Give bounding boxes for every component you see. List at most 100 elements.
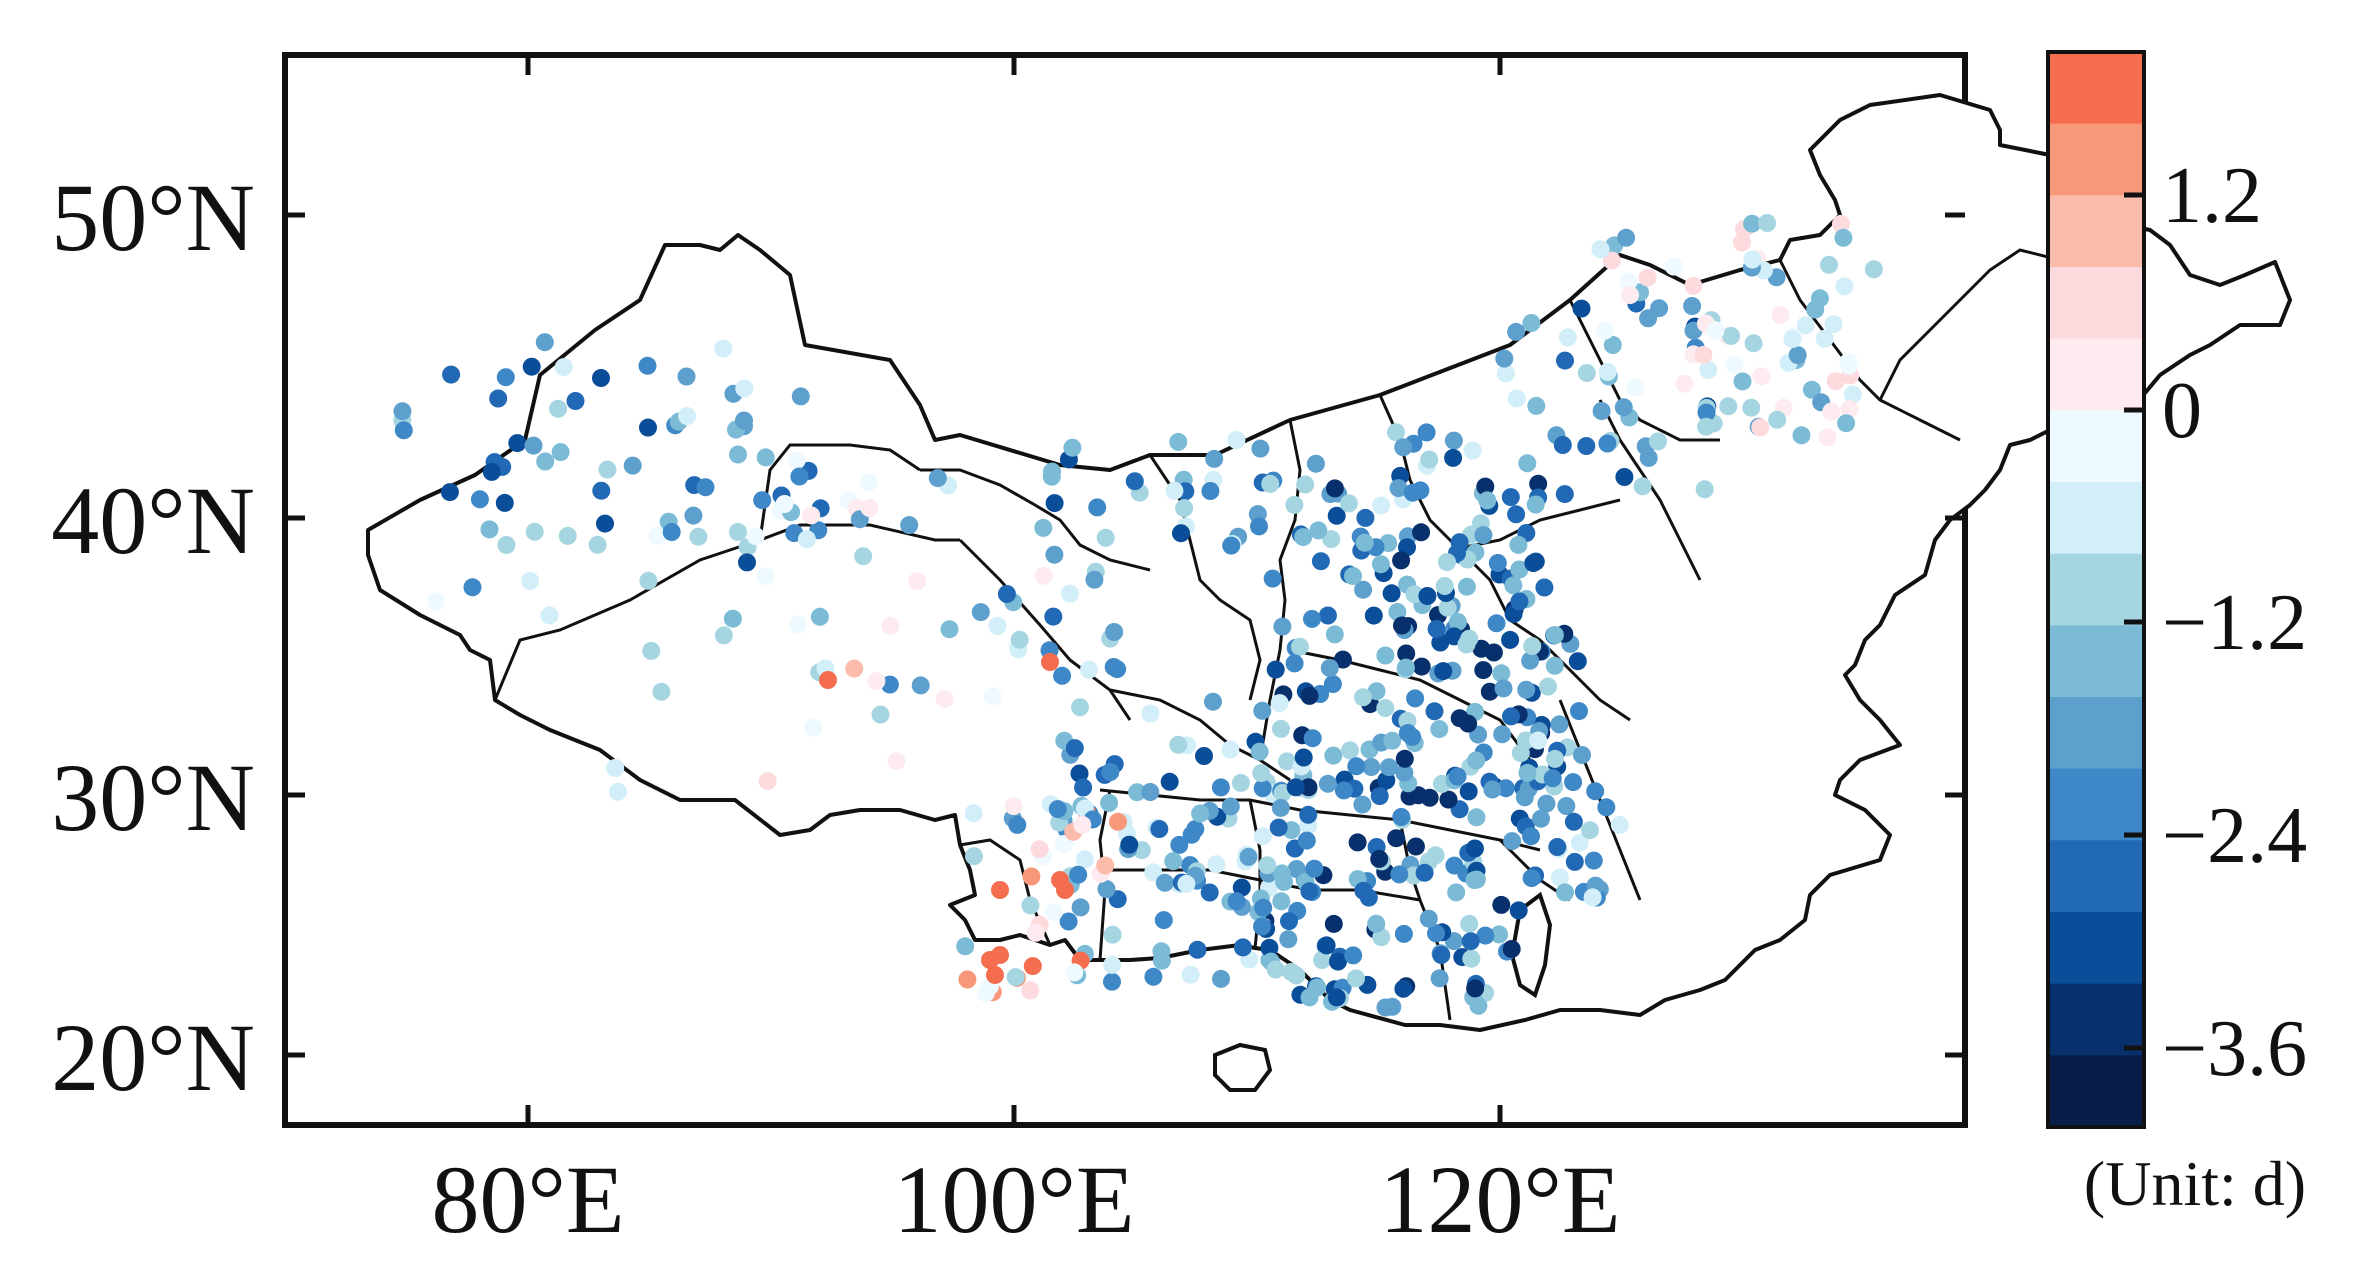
station-point: [1008, 815, 1027, 834]
station-point: [1840, 399, 1859, 418]
station-point: [1592, 402, 1611, 420]
station-point: [1344, 567, 1362, 586]
station-point: [1227, 892, 1246, 911]
station-point: [735, 379, 754, 398]
station-point: [1103, 955, 1122, 974]
station-point: [986, 966, 1004, 984]
station-point: [1448, 613, 1467, 631]
station-point: [1733, 372, 1752, 391]
station-point: [1564, 812, 1583, 831]
station-point: [1469, 996, 1488, 1015]
station-point: [1339, 494, 1358, 513]
station-point: [684, 506, 703, 525]
station-point: [536, 452, 555, 471]
station-point: [1100, 793, 1119, 812]
station-point: [958, 970, 977, 989]
station-point: [1376, 646, 1395, 665]
station-point: [1085, 570, 1104, 589]
station-point: [696, 478, 715, 497]
station-point: [729, 445, 747, 464]
station-point: [592, 369, 610, 387]
station-point: [753, 491, 772, 510]
station-point: [1438, 598, 1457, 617]
station-point: [1150, 820, 1169, 838]
station-point: [1101, 763, 1120, 781]
colorbar-label-neg3.6: −3.6: [2162, 1005, 2307, 1093]
station-point: [1022, 867, 1041, 886]
station-point: [789, 615, 808, 634]
station-point: [1529, 731, 1548, 750]
station-point: [1273, 617, 1292, 636]
station-point: [1598, 362, 1617, 381]
station-point: [1445, 856, 1464, 875]
station-point: [1396, 658, 1415, 677]
station-point: [1457, 577, 1476, 596]
station-point: [1325, 625, 1344, 644]
station-point: [1354, 580, 1373, 599]
station-point: [1694, 345, 1713, 364]
colorbar-label-1.2: 1.2: [2162, 152, 2262, 240]
station-point: [1263, 569, 1282, 588]
station-point: [1502, 707, 1520, 726]
station-point: [1496, 779, 1515, 798]
station-point: [1353, 795, 1372, 814]
station-point: [1327, 506, 1346, 525]
station-point: [1792, 426, 1811, 445]
colorbar: [2048, 52, 2144, 1128]
station-point: [723, 609, 742, 628]
colorbar-segment: [2048, 267, 2144, 340]
station-point: [1824, 315, 1843, 334]
station-point: [1415, 863, 1434, 882]
station-point: [1695, 480, 1714, 499]
y-tick-label-30: 30°N: [51, 744, 255, 851]
station-point: [558, 526, 577, 545]
station-point: [1480, 682, 1499, 701]
station-point: [1595, 321, 1614, 340]
station-point: [1282, 963, 1301, 981]
taiwan-outline: [1509, 891, 1553, 999]
station-point: [596, 514, 614, 533]
station-point: [1439, 790, 1458, 809]
station-point: [1465, 839, 1484, 858]
station-point: [1261, 474, 1280, 493]
station-point: [522, 357, 541, 376]
station-point: [928, 469, 947, 488]
station-point: [1334, 781, 1353, 800]
station-point: [1550, 715, 1569, 734]
station-point: [1395, 763, 1414, 782]
station-point: [935, 690, 954, 708]
station-point: [997, 585, 1016, 603]
station-point: [1626, 378, 1645, 397]
station-point: [1603, 336, 1622, 354]
station-point: [1286, 778, 1305, 797]
station-point: [1308, 978, 1327, 997]
station-point: [1044, 607, 1063, 626]
station-point: [1109, 812, 1127, 831]
station-point: [797, 530, 816, 549]
station-point: [1543, 769, 1562, 788]
station-point: [775, 495, 794, 513]
station-point: [956, 937, 975, 956]
station-point: [1526, 495, 1545, 514]
station-point: [1532, 809, 1550, 828]
station-point: [1697, 403, 1716, 422]
station-point: [714, 339, 733, 358]
colorbar-segment: [2048, 195, 2144, 268]
station-point: [551, 443, 570, 462]
station-point: [1467, 751, 1486, 770]
station-point: [1045, 494, 1064, 513]
station-point: [1030, 840, 1049, 859]
station-point: [1742, 398, 1761, 417]
station-point: [1463, 441, 1482, 460]
station-point: [1348, 833, 1367, 852]
station-point: [1435, 577, 1454, 595]
station-point: [1517, 680, 1536, 699]
station-point: [1333, 650, 1352, 669]
station-point: [1034, 566, 1053, 585]
station-point: [1251, 439, 1270, 458]
station-point: [714, 626, 733, 645]
station-point: [1462, 949, 1481, 968]
station-point: [1034, 518, 1053, 537]
station-point: [1388, 603, 1407, 621]
station-point: [1097, 880, 1116, 899]
